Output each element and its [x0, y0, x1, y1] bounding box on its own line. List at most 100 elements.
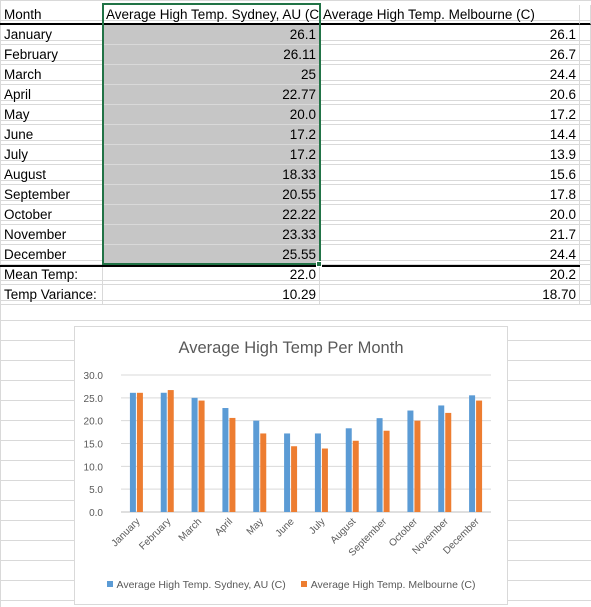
table-cell[interactable]: May	[0, 105, 103, 125]
legend-label-melbourne: Average High Temp. Melbourne (C)	[310, 579, 476, 591]
header-cell[interactable]: Average High Temp. Melbourne (C)	[320, 5, 580, 25]
y-tick-label: 5.0	[89, 485, 103, 496]
x-category-label: June	[274, 516, 297, 539]
legend-swatch-sydney	[106, 581, 113, 587]
table-cell[interactable]: 22.77	[103, 85, 320, 105]
table-cell[interactable]: 17.2	[103, 145, 320, 165]
empty-cell[interactable]	[580, 25, 591, 45]
header-cell[interactable]: Month	[0, 5, 103, 25]
bar-melbourne	[136, 392, 143, 512]
table-cell[interactable]: April	[0, 85, 103, 105]
table-cell[interactable]: December	[0, 245, 103, 265]
x-category-label: March	[177, 516, 204, 543]
empty-cell[interactable]	[580, 205, 591, 225]
table-cell[interactable]: 26.1	[103, 25, 320, 45]
table-cell[interactable]: 26.11	[103, 45, 320, 65]
table-cell[interactable]: 23.33	[103, 225, 320, 245]
bar-sydney	[345, 428, 352, 512]
table-cell[interactable]: 17.2	[103, 125, 320, 145]
table-cell[interactable]: 26.1	[320, 25, 580, 45]
header-cell[interactable]: Average High Temp. Sydney, AU (C)	[103, 5, 320, 25]
bar-sydney	[469, 395, 476, 512]
table-cell[interactable]: 20.0	[103, 105, 320, 125]
bar-melbourne	[414, 420, 421, 512]
bar-sydney	[253, 420, 260, 512]
table-cell[interactable]: 17.8	[320, 185, 580, 205]
x-category-label: August	[329, 516, 359, 546]
y-tick-label: 0.0	[89, 508, 103, 519]
x-category-label: July	[307, 516, 327, 536]
bar-melbourne	[229, 417, 236, 512]
empty-cell[interactable]	[580, 125, 591, 145]
table-cell[interactable]: August	[0, 165, 103, 185]
y-tick-label: 15.0	[84, 440, 104, 451]
empty-cell[interactable]	[580, 5, 591, 25]
table-cell[interactable]: 24.4	[320, 245, 580, 265]
legend-swatch-melbourne	[300, 581, 307, 587]
summary-cell[interactable]: 18.70	[320, 285, 580, 305]
y-tick-label: 30.0	[84, 371, 104, 382]
table-cell[interactable]: 17.2	[320, 105, 580, 125]
x-category-label: April	[213, 516, 235, 538]
empty-cell[interactable]	[580, 185, 591, 205]
empty-cell[interactable]	[580, 45, 591, 65]
bar-melbourne	[260, 433, 267, 512]
table-cell[interactable]: September	[0, 185, 103, 205]
table-cell[interactable]: January	[0, 25, 103, 45]
table-cell[interactable]: 22.22	[103, 205, 320, 225]
empty-cell[interactable]	[580, 285, 591, 305]
x-category-label: February	[137, 516, 173, 552]
empty-cell[interactable]	[580, 65, 591, 85]
bar-melbourne	[198, 400, 205, 512]
table-cell[interactable]: October	[0, 205, 103, 225]
legend-label-sydney: Average High Temp. Sydney, AU (C)	[116, 579, 286, 591]
summary-cell[interactable]: Temp Variance:	[0, 285, 103, 305]
bar-sydney	[191, 397, 198, 512]
table-cell[interactable]: 21.7	[320, 225, 580, 245]
bar-sydney	[314, 433, 321, 512]
summary-cell[interactable]: 20.2	[320, 265, 580, 285]
empty-cell[interactable]	[580, 265, 591, 285]
bar-sydney	[284, 433, 291, 512]
table-cell[interactable]: 18.33	[103, 165, 320, 185]
bar-sydney	[222, 408, 229, 512]
table-cell[interactable]: July	[0, 145, 103, 165]
table-cell[interactable]: June	[0, 125, 103, 145]
y-tick-label: 10.0	[84, 462, 104, 473]
bar-sydney	[376, 418, 383, 512]
table-cell[interactable]: November	[0, 225, 103, 245]
bar-sydney	[407, 410, 414, 512]
table-cell[interactable]: 20.6	[320, 85, 580, 105]
summary-cell[interactable]: 10.29	[103, 285, 320, 305]
empty-cell[interactable]	[580, 245, 591, 265]
empty-cell[interactable]	[580, 165, 591, 185]
table-cell[interactable]: February	[0, 45, 103, 65]
fill-handle[interactable]	[316, 261, 322, 267]
table-cell[interactable]: 25	[103, 65, 320, 85]
bar-melbourne	[383, 430, 390, 512]
table-cell[interactable]: 26.7	[320, 45, 580, 65]
bar-melbourne	[291, 446, 298, 512]
summary-cell[interactable]: Mean Temp:	[0, 265, 103, 285]
table-cell[interactable]: 13.9	[320, 145, 580, 165]
bar-melbourne	[352, 440, 359, 512]
y-tick-label: 25.0	[84, 394, 104, 405]
table-cell[interactable]: March	[0, 65, 103, 85]
table-cell[interactable]: 20.0	[320, 205, 580, 225]
table-cell[interactable]: 15.6	[320, 165, 580, 185]
summary-cell[interactable]: 22.0	[103, 265, 320, 285]
empty-cell[interactable]	[580, 85, 591, 105]
table-cell[interactable]: 25.55	[103, 245, 320, 265]
empty-cell[interactable]	[580, 225, 591, 245]
bar-melbourne	[321, 448, 328, 512]
bar-sydney	[438, 405, 445, 512]
table-cell[interactable]: 20.55	[103, 185, 320, 205]
bar-melbourne	[476, 400, 483, 512]
empty-cell[interactable]	[580, 145, 591, 165]
legend-item-melbourne: Average High Temp. Melbourne (C)	[300, 579, 476, 591]
table-cell[interactable]: 24.4	[320, 65, 580, 85]
column-chart[interactable]: Average High Temp Per Month 0.0 5.0 10.0 15…	[74, 326, 508, 605]
table-cell[interactable]: 14.4	[320, 125, 580, 145]
bar-sydney	[129, 392, 136, 512]
empty-cell[interactable]	[580, 105, 591, 125]
